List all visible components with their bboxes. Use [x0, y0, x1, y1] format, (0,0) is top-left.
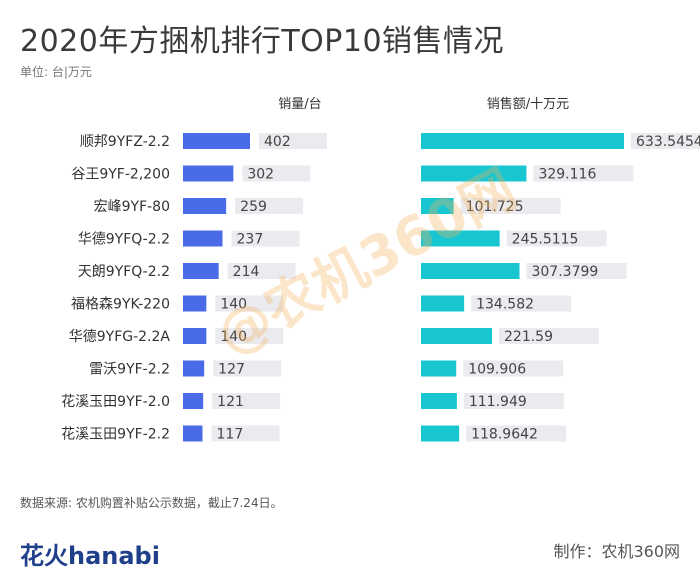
sales-track: [499, 328, 600, 344]
volume-track: [227, 263, 296, 279]
sales-track: [533, 165, 634, 182]
sales-bar: [421, 425, 460, 442]
sales-data-label: 101.725: [466, 199, 524, 215]
volume-data-label: 402: [264, 134, 291, 150]
volume-track: [235, 198, 304, 214]
sales-track: [463, 393, 564, 409]
sales-bar: [421, 295, 465, 312]
volume-track: [259, 133, 327, 149]
volume-track: [212, 393, 281, 409]
chart-title: 2020年方捆机排行TOP10销售情况: [20, 24, 505, 59]
volume-track: [231, 230, 300, 247]
volume-data-label: 237: [237, 232, 264, 248]
sales-bar: [421, 165, 527, 182]
volume-bar: [183, 263, 219, 279]
volume-data-label: 214: [233, 264, 260, 280]
sales-track: [463, 360, 564, 377]
volume-data-label: 140: [220, 297, 247, 313]
volume-data-label: 302: [247, 167, 274, 183]
sales-data-label: 633.5454: [636, 134, 700, 150]
sales-bar: [421, 198, 454, 214]
brand-logo: 花火hanabi: [20, 542, 160, 570]
sales-bar: [421, 393, 457, 409]
sales-data-label: 134.582: [476, 297, 534, 313]
category-label: 华德9YFG-2.2A: [69, 329, 171, 345]
volume-bar: [183, 165, 234, 182]
volume-bar: [183, 360, 205, 377]
sales-track: [466, 425, 567, 442]
sales-data-label: 307.3799: [531, 264, 598, 280]
category-label: 宏峰9YF-80: [94, 199, 170, 215]
volume-bar: [183, 425, 203, 442]
sales-bar: [421, 133, 624, 149]
volume-bar: [183, 328, 207, 344]
volume-track: [215, 295, 284, 312]
sales-track: [460, 198, 561, 214]
series-header-sales: 销售额/十万元: [487, 96, 569, 112]
sales-track: [506, 230, 607, 247]
volume-track: [215, 328, 284, 344]
sales-data-label: 109.906: [468, 362, 526, 378]
sales-data-label: 111.949: [469, 394, 527, 410]
category-label: 谷王9YF-2,200: [71, 167, 170, 183]
volume-bar: [183, 295, 207, 312]
source-note: 数据来源: 农机购置补贴公示数据，截止7.24日。: [20, 496, 283, 510]
category-label: 顺邦9YFZ-2.2: [80, 134, 170, 150]
volume-data-label: 117: [217, 427, 244, 443]
unit-label: 单位: 台|万元: [20, 65, 92, 79]
sales-data-label: 118.9642: [471, 427, 538, 443]
volume-data-label: 121: [217, 394, 244, 410]
sales-track: [471, 295, 572, 312]
category-label: 华德9YFQ-2.2: [78, 232, 170, 248]
credit-text: 制作：农机360网: [553, 542, 680, 561]
category-label: 福格森9YK-220: [71, 297, 170, 313]
volume-data-label: 140: [220, 329, 247, 345]
volume-bar: [183, 133, 250, 149]
volume-bar: [183, 230, 223, 247]
category-label: 花溪玉田9YF-2.2: [61, 427, 170, 443]
category-label: 雷沃9YF-2.2: [89, 362, 170, 378]
sales-track: [631, 133, 700, 149]
series-header-volume: 销量/台: [278, 97, 321, 112]
category-label: 花溪玉田9YF-2.0: [61, 394, 170, 410]
sales-bar: [421, 230, 500, 247]
sales-data-label: 245.5115: [512, 232, 579, 248]
volume-data-label: 127: [218, 362, 245, 378]
volume-track: [213, 360, 282, 377]
sales-data-label: 221.59: [504, 329, 553, 345]
volume-bar: [183, 393, 204, 409]
sales-track: [526, 263, 627, 279]
sales-bar: [421, 263, 520, 279]
category-label: 天朗9YFQ-2.2: [78, 264, 170, 280]
sales-bar: [421, 328, 493, 344]
volume-track: [211, 425, 280, 442]
volume-bar: [183, 198, 227, 214]
volume-track: [242, 165, 311, 182]
sales-bar: [421, 360, 457, 377]
sales-data-label: 329.116: [538, 167, 596, 183]
volume-data-label: 259: [240, 199, 267, 215]
